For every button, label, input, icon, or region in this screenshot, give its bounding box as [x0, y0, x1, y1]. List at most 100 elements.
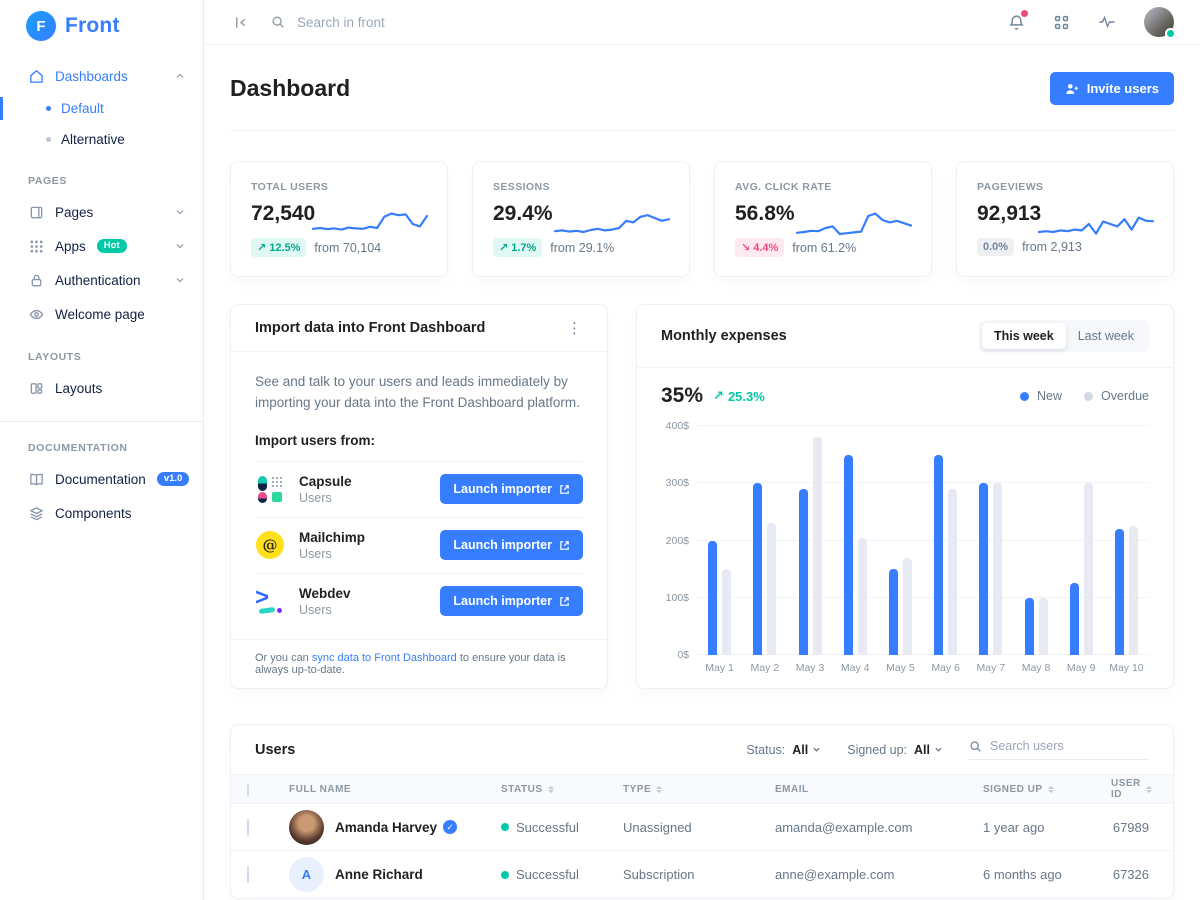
launch-importer-button[interactable]: Launch importer: [440, 586, 583, 617]
bar-overdue[interactable]: [1128, 526, 1138, 655]
sidebar-item-label: Welcome page: [55, 306, 145, 322]
user-avatar[interactable]: [1144, 7, 1176, 39]
gridline: [697, 539, 1149, 541]
signed-up-cell: 1 year ago: [983, 819, 1045, 835]
sidebar-subitem-label: Default: [61, 101, 104, 116]
invite-users-button[interactable]: Invite users: [1049, 72, 1174, 105]
y-axis-tick: 100$: [665, 591, 689, 604]
row-checkbox[interactable]: [247, 866, 249, 883]
bar-group: [787, 426, 832, 655]
bar-group: [1059, 426, 1104, 655]
bar-new[interactable]: [1069, 583, 1079, 655]
table-row[interactable]: A Anne Richard Successful Subscription a…: [231, 851, 1173, 898]
bar-overdue[interactable]: [902, 557, 912, 655]
users-search-input[interactable]: [990, 739, 1149, 753]
col-type[interactable]: TYPE: [623, 784, 775, 795]
mid-row: Import data into Front Dashboard ⋮ See a…: [230, 304, 1174, 689]
bar-overdue[interactable]: [1038, 597, 1048, 655]
person-plus-icon: [1065, 82, 1079, 96]
bar-overdue[interactable]: [993, 483, 1003, 655]
status-filter-label: Status:: [746, 742, 786, 757]
col-signed-up[interactable]: SIGNED UP: [983, 784, 1111, 795]
bar-group: [742, 426, 787, 655]
col-full-name[interactable]: FULL NAME: [289, 783, 352, 795]
apps-launcher-icon[interactable]: [1053, 14, 1070, 31]
notifications-bell-icon[interactable]: [1008, 8, 1029, 31]
bar-new[interactable]: [1114, 529, 1124, 655]
bar-new[interactable]: [708, 540, 718, 655]
col-user-id[interactable]: USER ID: [1111, 778, 1152, 800]
import-description: See and talk to your users and leads imm…: [255, 374, 580, 410]
external-link-icon: [559, 596, 570, 607]
bar-new[interactable]: [798, 488, 808, 655]
sidebar-item-pages[interactable]: Pages: [0, 195, 203, 229]
bar-group: [833, 426, 878, 655]
bar-new[interactable]: [1024, 597, 1034, 655]
more-options-icon[interactable]: ⋮: [567, 319, 583, 337]
stat-value: 72,540: [251, 202, 316, 225]
users-table-header: FULL NAME STATUS TYPE EMAIL SIGNED UP US…: [231, 774, 1173, 804]
launch-importer-button[interactable]: Launch importer: [440, 474, 583, 505]
stats-row: TOTAL USERS 72,540 ↗ 12.5% from 70,104 SE…: [230, 161, 1174, 277]
status-filter[interactable]: Status: All: [746, 743, 821, 757]
bar-overdue[interactable]: [1083, 483, 1093, 655]
bar-new[interactable]: [934, 454, 944, 655]
stat-value: 92,913: [977, 202, 1042, 225]
bar-overdue[interactable]: [857, 537, 867, 655]
table-row[interactable]: Amanda Harvey ✓ Successful Unassigned ama…: [231, 804, 1173, 851]
toggle-last-week[interactable]: Last week: [1077, 329, 1134, 343]
signed-up-filter[interactable]: Signed up: All: [847, 743, 943, 757]
user-name: Amanda Harvey: [335, 819, 438, 835]
select-all-checkbox[interactable]: [247, 782, 249, 796]
sidebar-item-layouts[interactable]: Layouts: [0, 371, 203, 405]
bar-new[interactable]: [979, 483, 989, 655]
import-name: Webdev: [299, 585, 351, 601]
launch-importer-button[interactable]: Launch importer: [440, 530, 583, 561]
sidebar-item-authentication[interactable]: Authentication: [0, 263, 203, 297]
sort-icon: [1047, 785, 1054, 793]
sidebar-item-welcome-page[interactable]: Welcome page: [0, 297, 203, 331]
sidebar-heading-layouts: LAYOUTS: [28, 351, 82, 363]
sidebar-item-alternative[interactable]: Alternative: [0, 124, 203, 155]
chevron-down-icon: [175, 241, 185, 251]
sidebar-item-default[interactable]: Default: [0, 93, 203, 124]
expenses-xaxis: May 1 May 2 May 3 May 4 May 5 May 6 May 7 May 8…: [697, 662, 1149, 674]
sync-data-link[interactable]: sync data to Front Dashboard: [311, 652, 457, 664]
legend-new: New: [1020, 389, 1062, 403]
sidebar-item-dashboards[interactable]: Dashboards: [0, 59, 203, 93]
users-card: Users Status: All Signed up: All: [230, 724, 1174, 899]
bar-overdue[interactable]: [812, 437, 822, 655]
stat-label: PAGEVIEWS: [977, 181, 1044, 193]
bullet-icon: [46, 106, 51, 111]
import-subtitle: Import users from:: [255, 432, 376, 448]
import-data-card: Import data into Front Dashboard ⋮ See a…: [230, 304, 608, 689]
activity-icon[interactable]: [1098, 14, 1116, 30]
sidebar-item-documentation[interactable]: Documentation v1.0: [0, 462, 203, 496]
bar-overdue[interactable]: [722, 569, 732, 655]
expenses-plot: [697, 425, 1149, 655]
trend-up-icon: ↗: [713, 388, 724, 403]
sidebar-item-components[interactable]: Components: [0, 496, 203, 530]
avatar: A: [289, 857, 324, 892]
brand-logo[interactable]: F Front: [0, 0, 203, 51]
sidebar-item-apps[interactable]: Apps Hot: [0, 229, 203, 263]
bar-new[interactable]: [843, 454, 853, 655]
row-checkbox[interactable]: [247, 818, 249, 836]
bar-new[interactable]: [888, 569, 898, 655]
x-axis-tick: May 9: [1066, 662, 1096, 674]
col-email[interactable]: EMAIL: [775, 783, 809, 795]
bar-overdue[interactable]: [767, 523, 777, 655]
bar-new[interactable]: [753, 483, 763, 655]
x-axis-tick: May 2: [750, 662, 780, 674]
col-status[interactable]: STATUS: [501, 784, 623, 795]
toggle-this-week[interactable]: This week: [981, 323, 1066, 349]
home-icon: [28, 68, 44, 84]
bar-group: [878, 426, 923, 655]
sidebar-collapse-icon[interactable]: [234, 15, 249, 30]
bar-group: [697, 426, 742, 655]
bar-overdue[interactable]: [948, 488, 958, 655]
capsule-icon: [255, 474, 285, 504]
search-input[interactable]: [297, 14, 617, 30]
import-card-title: Import data into Front Dashboard: [255, 320, 486, 336]
sidebar-item-label: Components: [55, 505, 132, 521]
